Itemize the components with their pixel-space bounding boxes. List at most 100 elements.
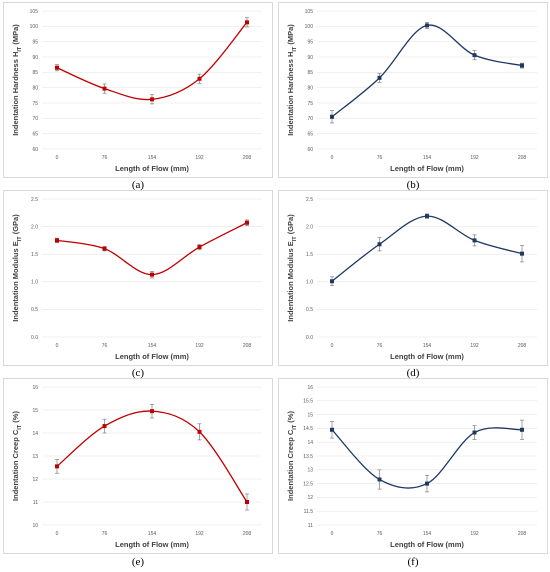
x-tick-label: 76 — [377, 531, 383, 537]
data-point — [472, 430, 477, 435]
data-point — [377, 75, 382, 80]
x-axis-label: Length of Flow (mm) — [390, 164, 464, 173]
chart-panel-b: 60 65 70 75 80 85 90 95 100 105 0 76 154 192 208 Length… — [278, 2, 548, 178]
chart-svg-e: 10 11 12 13 14 15 16 0 76 154 192 208 Length of Flow… — [11, 385, 262, 549]
series-line — [331, 215, 523, 282]
y-tick-label: 13 — [307, 468, 313, 474]
y-tick-label: 90 — [32, 55, 38, 61]
data-point — [55, 238, 59, 243]
panel-label-a: (a) — [131, 179, 145, 191]
data-point — [55, 464, 59, 469]
data-point — [472, 238, 477, 243]
x-tick-label: 76 — [102, 531, 108, 537]
chart-svg-c: 0.0 0.5 1.0 1.5 2.0 2.5 0 76 154 192 208 Length of … — [11, 197, 262, 361]
x-tick-label: 208 — [243, 343, 252, 349]
panel-label-d: (d) — [406, 367, 420, 379]
data-point — [102, 246, 107, 251]
x-tick-label: 0 — [331, 343, 334, 349]
y-tick-label: 13.5 — [303, 454, 313, 460]
data-point — [520, 427, 524, 432]
y-tick-label: 1.5 — [306, 252, 313, 258]
y-tick-label: 60 — [307, 147, 313, 153]
y-tick-label: 85 — [307, 70, 313, 76]
series-line — [56, 222, 248, 276]
y-tick-label: 13 — [32, 454, 38, 460]
x-tick-label: 154 — [148, 343, 157, 349]
x-tick-label: 208 — [243, 531, 252, 537]
y-tick-label: 80 — [307, 85, 313, 91]
y-tick-label: 1.0 — [31, 280, 38, 286]
y-tick-label: 11 — [308, 523, 313, 529]
chart-svg-f: 11 11.5 12 12.5 13 13.5 14 14.5 15 15.5 16 0 76 154 19… — [286, 385, 537, 549]
x-tick-label: 0 — [56, 531, 59, 537]
x-tick-label: 208 — [518, 531, 527, 537]
data-point — [520, 251, 524, 256]
y-tick-label: 1.5 — [31, 252, 38, 258]
data-point — [150, 97, 154, 102]
y-tick-label: 11 — [33, 500, 38, 506]
y-tick-label: 75 — [32, 101, 38, 107]
y-tick-label: 95 — [32, 39, 38, 45]
x-axis-label: Length of Flow (mm) — [115, 352, 189, 361]
x-tick-label: 192 — [470, 155, 479, 161]
y-tick-label: 15 — [32, 408, 38, 414]
data-point — [197, 245, 202, 250]
x-tick-label: 154 — [148, 531, 157, 537]
data-point — [150, 272, 154, 277]
y-tick-label: 12 — [307, 495, 313, 501]
chart-panel-a: 60 65 70 75 80 85 90 95 100 105 0 76 154 192 208 Length… — [3, 2, 273, 178]
x-tick-label: 76 — [377, 343, 383, 349]
data-point — [377, 477, 382, 482]
data-point — [245, 500, 249, 504]
chart-panel-e: 10 11 12 13 14 15 16 0 76 154 192 208 Length of Flow… — [3, 378, 273, 554]
chart-panel-d: 0.0 0.5 1.0 1.5 2.0 2.5 0 76 154 192 208 Length of … — [278, 190, 548, 366]
y-tick-label: 14 — [32, 431, 38, 437]
x-tick-label: 192 — [195, 343, 204, 349]
x-tick-label: 0 — [56, 155, 59, 161]
series-line — [56, 21, 248, 101]
panel-label-f: (f) — [407, 556, 419, 568]
y-tick-label: 14 — [307, 440, 313, 446]
chart-svg-b: 60 65 70 75 80 85 90 95 100 105 0 76 154 192 208 Length… — [286, 9, 537, 173]
panel-label-c: (c) — [131, 367, 145, 379]
x-tick-label: 208 — [518, 155, 527, 161]
y-tick-label: 75 — [307, 101, 313, 107]
x-axis-label: Length of Flow (mm) — [115, 164, 189, 173]
data-point — [197, 76, 202, 81]
y-tick-label: 80 — [32, 85, 38, 91]
data-point — [55, 65, 59, 70]
chart-svg-d: 0.0 0.5 1.0 1.5 2.0 2.5 0 76 154 192 208 Length of … — [286, 197, 537, 361]
data-point — [197, 429, 202, 434]
x-axis-label: Length of Flow (mm) — [115, 540, 189, 549]
x-tick-label: 76 — [377, 155, 383, 161]
x-axis-label: Length of Flow (mm) — [390, 540, 464, 549]
y-tick-label: 65 — [32, 131, 38, 137]
x-tick-label: 154 — [423, 531, 432, 537]
y-tick-label: 15 — [307, 412, 313, 418]
x-tick-label: 154 — [148, 155, 157, 161]
chart-panel-c: 0.0 0.5 1.0 1.5 2.0 2.5 0 76 154 192 208 Length of … — [3, 190, 273, 366]
x-tick-label: 208 — [243, 155, 252, 161]
y-tick-label: 14.5 — [303, 426, 313, 432]
panel-label-e: (e) — [131, 556, 145, 568]
y-tick-label: 65 — [307, 131, 313, 137]
y-tick-label: 70 — [307, 116, 313, 122]
y-axis-label: Indentation Modulus EIT (GPa) — [11, 214, 23, 322]
y-tick-label: 0.5 — [31, 307, 38, 313]
x-tick-label: 154 — [423, 155, 432, 161]
y-axis-label: Indentation Creep CIT (%) — [286, 411, 298, 501]
data-point — [150, 409, 154, 414]
y-axis-label: Indentation Hardness HIT (MPa) — [286, 24, 298, 136]
data-point — [330, 427, 334, 432]
x-tick-label: 192 — [470, 343, 479, 349]
data-point — [102, 424, 107, 429]
y-tick-label: 16 — [307, 385, 313, 391]
data-point — [245, 220, 249, 225]
data-point — [330, 279, 334, 284]
x-axis-label: Length of Flow (mm) — [390, 352, 464, 361]
data-point — [425, 23, 429, 28]
data-point — [102, 86, 107, 91]
y-tick-label: 60 — [32, 147, 38, 153]
data-point — [425, 214, 429, 219]
y-axis-label: Indentation Creep CIT (%) — [11, 411, 23, 501]
